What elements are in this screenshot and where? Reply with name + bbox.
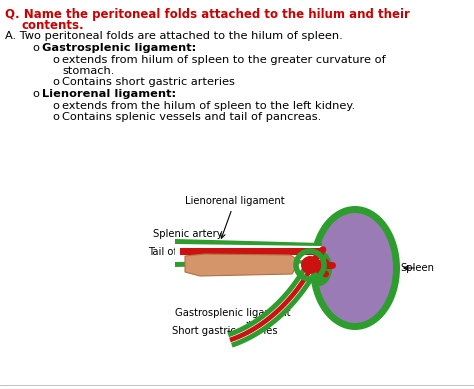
Text: A. Two peritoneal folds are attached to the hilum of spleen.: A. Two peritoneal folds are attached to … [5,31,343,41]
Text: Splenic artery: Splenic artery [153,229,223,249]
Polygon shape [185,254,300,276]
Polygon shape [175,239,322,267]
Text: o: o [32,89,39,99]
Text: Lienorenal ligament: Lienorenal ligament [185,196,284,238]
Text: stomach.: stomach. [62,66,114,76]
Polygon shape [228,266,317,347]
Text: extends from the hilum of spleen to the left kidney.: extends from the hilum of spleen to the … [62,101,355,111]
Text: o: o [52,55,59,65]
Text: Short gastric arteries: Short gastric arteries [172,326,278,336]
Polygon shape [229,268,312,343]
Text: o: o [32,43,39,53]
Text: o: o [52,77,59,87]
Text: o: o [52,112,59,122]
Text: Contains splenic vessels and tail of pancreas.: Contains splenic vessels and tail of pan… [62,112,321,122]
Text: Spleen: Spleen [400,263,434,273]
Polygon shape [175,244,322,262]
Text: Q. Name the peritoneal folds attached to the hilum and their: Q. Name the peritoneal folds attached to… [5,8,410,21]
Text: Tail of pancreas: Tail of pancreas [148,247,226,269]
Text: Contains short gastric arteries: Contains short gastric arteries [62,77,235,87]
Polygon shape [180,247,324,254]
Text: Gastrosplenic ligament: Gastrosplenic ligament [175,308,291,326]
Text: Lienorenal ligament:: Lienorenal ligament: [42,89,176,99]
Text: o: o [52,101,59,111]
Circle shape [301,256,319,274]
Ellipse shape [310,206,400,330]
Ellipse shape [306,250,332,286]
Ellipse shape [317,213,393,323]
Text: extends from hilum of spleen to the greater curvature of: extends from hilum of spleen to the grea… [62,55,386,65]
Polygon shape [229,269,312,342]
Text: Gastrosplenic ligament:: Gastrosplenic ligament: [42,43,196,53]
Text: contents.: contents. [22,19,85,32]
